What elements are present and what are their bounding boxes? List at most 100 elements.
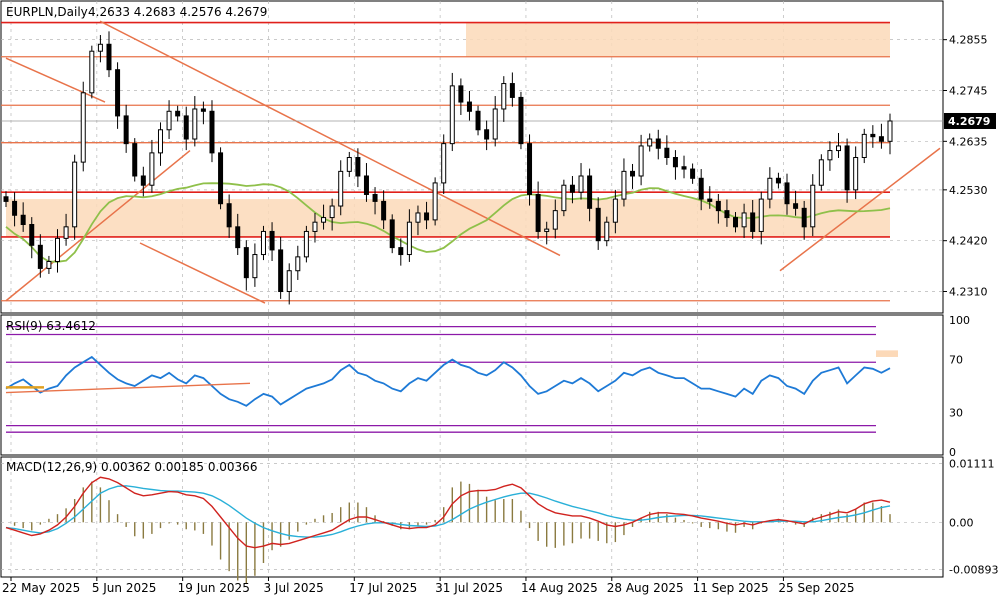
candle-bullish <box>836 145 842 152</box>
x-tick-label: 28 Aug 2025 <box>607 581 684 595</box>
rsi-zone-marker <box>876 350 898 357</box>
candle-bearish <box>278 249 284 293</box>
candle-bearish <box>655 138 661 149</box>
macd-tick-label: -0.00893 <box>949 564 998 577</box>
candle-bullish <box>561 184 567 212</box>
candle-bearish <box>587 175 593 209</box>
price-axis: 4.2855 4.2745 4.2635 4.2530 4.2420 4.2310 4.26… <box>943 34 996 299</box>
candle-bearish <box>724 210 730 219</box>
candle-bullish <box>647 138 653 147</box>
candles <box>3 31 893 305</box>
resistance-zone <box>466 22 890 57</box>
candle-bullish <box>758 198 764 232</box>
macd-pane-frame <box>0 456 944 578</box>
price-pane: 4.2855 4.2745 4.2635 4.2530 4.2420 4.2310 4.26… <box>0 0 996 314</box>
ohlc-label: 4.2633 4.2683 4.2576 4.2679 <box>88 5 267 19</box>
candle-bullish <box>329 205 335 219</box>
rsi-label: RSI(9) 63.4612 <box>6 319 96 333</box>
macd-tick-label: 0.01111 <box>949 458 995 471</box>
rsi-tick-label: 70 <box>949 354 963 367</box>
price-tick-label: 4.2310 <box>949 286 988 299</box>
candle-bearish <box>518 96 524 145</box>
candle-bearish <box>793 203 799 209</box>
price-tick-label: 4.2420 <box>949 235 988 248</box>
candle-bullish <box>492 108 498 140</box>
candle-bullish <box>621 170 627 200</box>
rsi-trendline <box>5 382 251 394</box>
candle-bearish <box>630 170 636 177</box>
rsi-pane-frame <box>0 314 944 456</box>
macd-grid <box>1 458 943 576</box>
candle-bullish <box>818 159 824 186</box>
candle-bullish <box>741 212 747 228</box>
candle-bullish <box>767 177 773 200</box>
candle-bearish <box>707 198 713 202</box>
candle-bullish <box>415 212 421 223</box>
price-tick-label: 4.2635 <box>949 135 988 148</box>
rsi-lines <box>5 325 898 433</box>
rsi-tick-label: 30 <box>949 406 963 419</box>
candle-bearish <box>595 207 601 242</box>
candle-bearish <box>226 203 232 228</box>
candle-bullish <box>63 226 69 239</box>
candle-bearish <box>269 230 275 251</box>
candle-bearish <box>424 212 430 221</box>
candle-bearish <box>466 101 472 112</box>
candle-bearish <box>209 110 215 154</box>
macd-lines <box>5 476 891 584</box>
candle-bearish <box>355 157 361 177</box>
candle-bearish <box>123 115 129 145</box>
candle-bearish <box>140 175 146 186</box>
price-tick-label: 4.2530 <box>949 184 988 197</box>
rsi-axis: 100 70 30 0 <box>949 314 970 459</box>
candle-bearish <box>878 136 884 142</box>
candle-bullish <box>303 230 309 258</box>
candle-bullish <box>887 120 893 142</box>
candle-bullish <box>441 143 447 184</box>
macd-signal-line <box>5 485 891 538</box>
candle-bearish <box>672 157 678 168</box>
candle-bullish <box>321 217 327 223</box>
candle-bullish <box>252 254 258 279</box>
rsi-tick-label: 0 <box>949 446 956 459</box>
candle-bullish <box>149 152 155 186</box>
candle-bearish <box>12 200 18 216</box>
candle-bearish <box>698 177 704 200</box>
current-price-label: 4.2679 <box>948 115 990 128</box>
candle-bullish <box>157 129 163 154</box>
candle-bullish <box>166 110 172 131</box>
macd-main-line <box>5 476 891 549</box>
candle-bearish <box>775 177 781 184</box>
candle-bullish <box>432 182 438 221</box>
candle-bearish <box>106 43 112 71</box>
candle-bearish <box>784 182 790 205</box>
candle-bearish <box>389 219 395 249</box>
candle-bullish <box>72 161 78 228</box>
x-axis: 22 May 2025 5 Jun 2025 19 Jun 2025 3 Jul 20… <box>2 577 854 595</box>
candle-bullish <box>449 85 455 145</box>
candle-bullish <box>406 221 412 256</box>
rsi-pane: 100 70 30 0 RSI(9) 63.4612 <box>0 314 970 459</box>
trendline-upper-left <box>5 57 106 103</box>
candle-bearish <box>733 217 739 228</box>
candle-bearish <box>372 193 378 202</box>
candle-bullish <box>827 150 833 161</box>
candle-bearish <box>183 115 189 140</box>
rsi-line <box>5 355 891 407</box>
candle-bullish <box>80 92 86 163</box>
candle-bearish <box>569 184 575 193</box>
rsi-tick-label: 100 <box>949 314 970 327</box>
symbol-label: EURPLN,Daily <box>6 5 88 19</box>
candle-bearish <box>37 244 43 269</box>
candle-bullish <box>604 221 610 242</box>
x-tick-label: 25 Sep 2025 <box>778 581 854 595</box>
candle-bearish <box>381 200 387 221</box>
candle-bullish <box>192 108 198 140</box>
x-tick-label: 17 Jul 2025 <box>349 581 417 595</box>
candle-bullish <box>544 228 550 232</box>
candle-bearish <box>690 168 696 179</box>
candle-bearish <box>175 110 181 117</box>
candle-bearish <box>20 214 26 226</box>
candle-bearish <box>3 196 9 202</box>
candle-bullish <box>89 50 95 94</box>
